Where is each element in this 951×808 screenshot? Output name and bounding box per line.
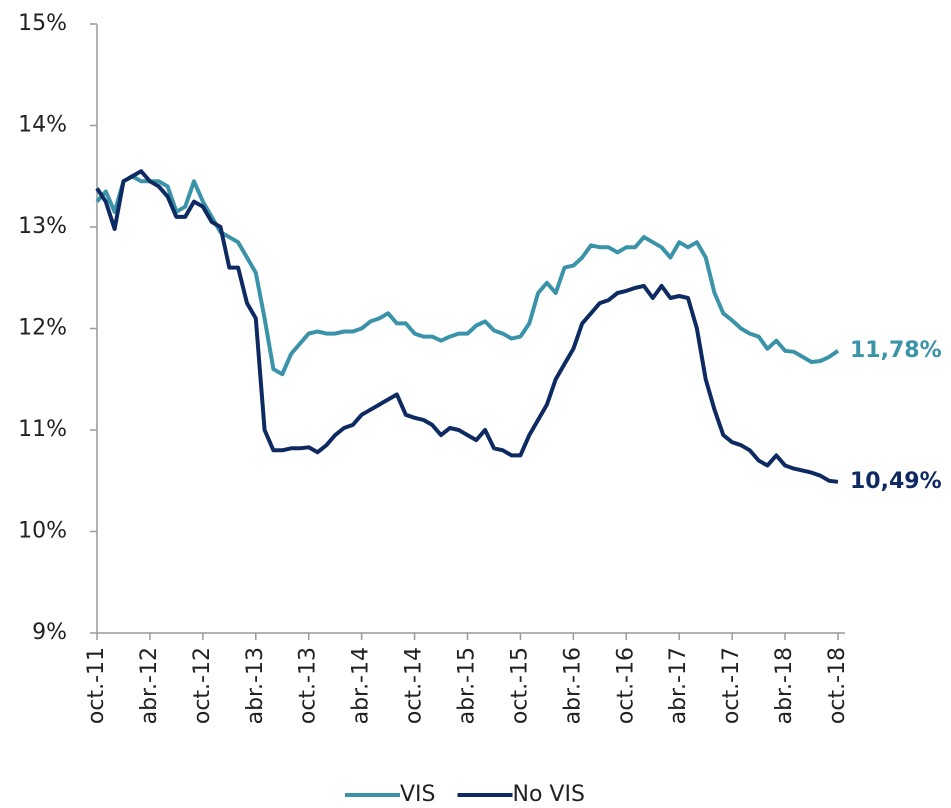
x-tick-label: abr.-17 (666, 647, 691, 724)
y-tick-label: 9% (32, 620, 67, 645)
value-label: 10,49% (850, 469, 942, 494)
x-tick-label: abr.-14 (349, 647, 374, 724)
x-tick-label: oct.-14 (402, 647, 427, 724)
legend-label: VIS (400, 782, 436, 807)
x-tick-label: oct.-15 (507, 647, 532, 724)
x-tick-label: abr.-16 (560, 647, 585, 724)
series-line (95, 174, 840, 377)
x-tick-label: oct.-12 (190, 647, 215, 724)
y-tick-label: 14% (18, 113, 67, 138)
x-tick-label: oct.-18 (825, 647, 850, 724)
y-tick-label: 12% (18, 316, 67, 341)
series-line (95, 169, 839, 484)
legend-label: No VIS (513, 782, 585, 807)
x-tick-label: oct.-17 (719, 647, 744, 724)
x-tick-label: abr.-18 (772, 647, 797, 724)
y-tick-label: 15% (18, 11, 67, 36)
x-tick-label: abr.-15 (455, 647, 480, 724)
x-tick-label: oct.-16 (613, 647, 638, 724)
value-label: 11,78% (850, 338, 942, 363)
x-tick-label: oct.-13 (296, 647, 321, 724)
x-tick-label: oct.-11 (84, 647, 109, 724)
y-tick-label: 13% (18, 214, 67, 239)
y-tick-label: 11% (18, 417, 67, 442)
x-tick-label: abr.-12 (137, 647, 162, 724)
x-tick-label: abr.-13 (243, 647, 268, 724)
y-tick-label: 10% (18, 519, 67, 544)
